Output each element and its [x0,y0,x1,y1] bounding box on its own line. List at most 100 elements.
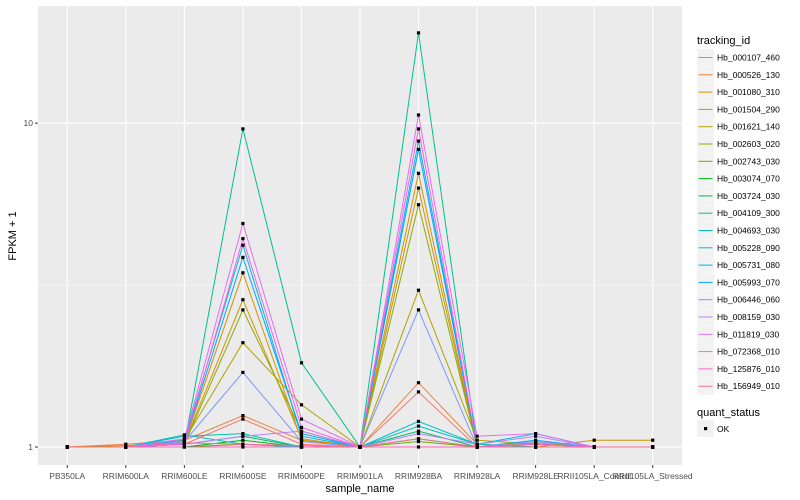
data-point [299,425,304,429]
data-point [416,437,421,441]
y-axis-title: FPKM + 1 [7,211,19,260]
x-tick-label: PB350LA [49,471,85,481]
data-point [182,445,186,449]
legend-label: Hb_003074_070 [717,174,780,184]
legend-label: Hb_002743_030 [717,156,780,166]
data-point [592,445,596,449]
data-point [416,424,421,428]
data-point [299,432,304,436]
data-point [241,432,245,436]
legend2-label: OK [717,424,730,434]
x-tick-label: RRIM928LE [512,471,559,481]
data-point [299,361,304,365]
data-point [299,439,304,444]
data-point [299,403,304,407]
data-point [416,445,421,449]
data-point [65,445,69,449]
data-point [416,390,421,394]
legend-label: Hb_000526_130 [717,70,780,80]
data-point [416,381,421,385]
data-point [299,429,304,433]
x-tick-label: RRIM928LA [454,471,501,481]
data-point [299,437,304,441]
data-point [241,370,245,374]
data-point [534,432,538,436]
data-point [182,433,186,437]
x-tick-label: RRII105LA_Control [557,471,631,481]
legend-label: Hb_001080_310 [717,87,780,97]
data-point [241,221,245,226]
legend-title: tracking_id [697,35,750,47]
legend-label: Hb_005731_080 [717,260,780,270]
data-point [534,434,538,438]
legend-label: Hb_156949_010 [717,381,780,391]
legend2-key-point [704,427,708,431]
x-axis: PB350LA RRIM600LA RRIM600LE RRIM600SE RRIM60… [49,465,693,481]
x-tick-label: RRIM600LA [103,471,150,481]
y-axis: 1 10 [24,118,38,452]
data-point [416,308,421,312]
data-point [241,271,245,275]
data-point [534,442,538,446]
data-point [299,434,304,438]
data-point [475,442,479,446]
x-tick-label: RRIM600PE [278,471,326,481]
legend-label: Hb_002603_020 [717,139,780,149]
data-point [182,437,186,441]
data-point [416,171,421,175]
x-tick-label: RRIM600SE [219,471,267,481]
data-point [416,127,421,131]
data-point [651,445,655,449]
data-point [592,438,596,442]
data-point [416,203,421,207]
data-point [358,445,362,449]
data-point [651,438,655,442]
x-tick-label: RRIM928BA [395,471,443,481]
data-point [534,439,538,444]
legend-label: Hb_008159_030 [717,312,780,322]
data-point [416,432,421,436]
data-point [416,31,421,35]
data-point [534,445,538,449]
data-point [182,441,186,445]
x-axis-title: sample_name [325,483,394,495]
data-point [416,113,421,117]
legend-label: Hb_003724_030 [717,191,780,201]
y-tick-label: 1 [28,442,33,452]
legend-label: Hb_072368_010 [717,347,780,357]
data-point [241,127,245,131]
legend-label: Hb_005228_090 [717,243,780,253]
x-tick-label: RRIM901LA [337,471,384,481]
legend-label: Hb_004693_030 [717,226,780,236]
data-point [475,445,479,449]
legend2-title: quant_status [697,407,760,419]
legend-label: Hb_004109_300 [717,208,780,218]
data-point [241,243,245,247]
legend-label: Hb_011819_030 [717,329,780,339]
data-point [241,308,245,312]
data-point [475,434,479,438]
data-point [416,429,421,433]
legend-label: Hb_000107_460 [717,53,780,63]
data-point [241,434,245,438]
data-point [416,439,421,444]
data-point [299,444,304,448]
data-point [416,139,421,143]
data-point [241,442,245,446]
x-tick-label: RRII105LA_Stressed [613,471,693,481]
data-point [241,341,245,345]
data-point [241,438,245,442]
data-point [241,414,245,418]
data-point [475,438,479,442]
data-point [241,445,245,449]
legend-label: Hb_125876_010 [717,364,780,374]
data-point [241,255,245,259]
data-point [416,147,421,151]
data-point [124,445,128,449]
data-point [241,237,245,241]
data-point [241,298,245,302]
data-point [416,288,421,292]
data-point [241,417,245,421]
data-points [65,31,655,449]
